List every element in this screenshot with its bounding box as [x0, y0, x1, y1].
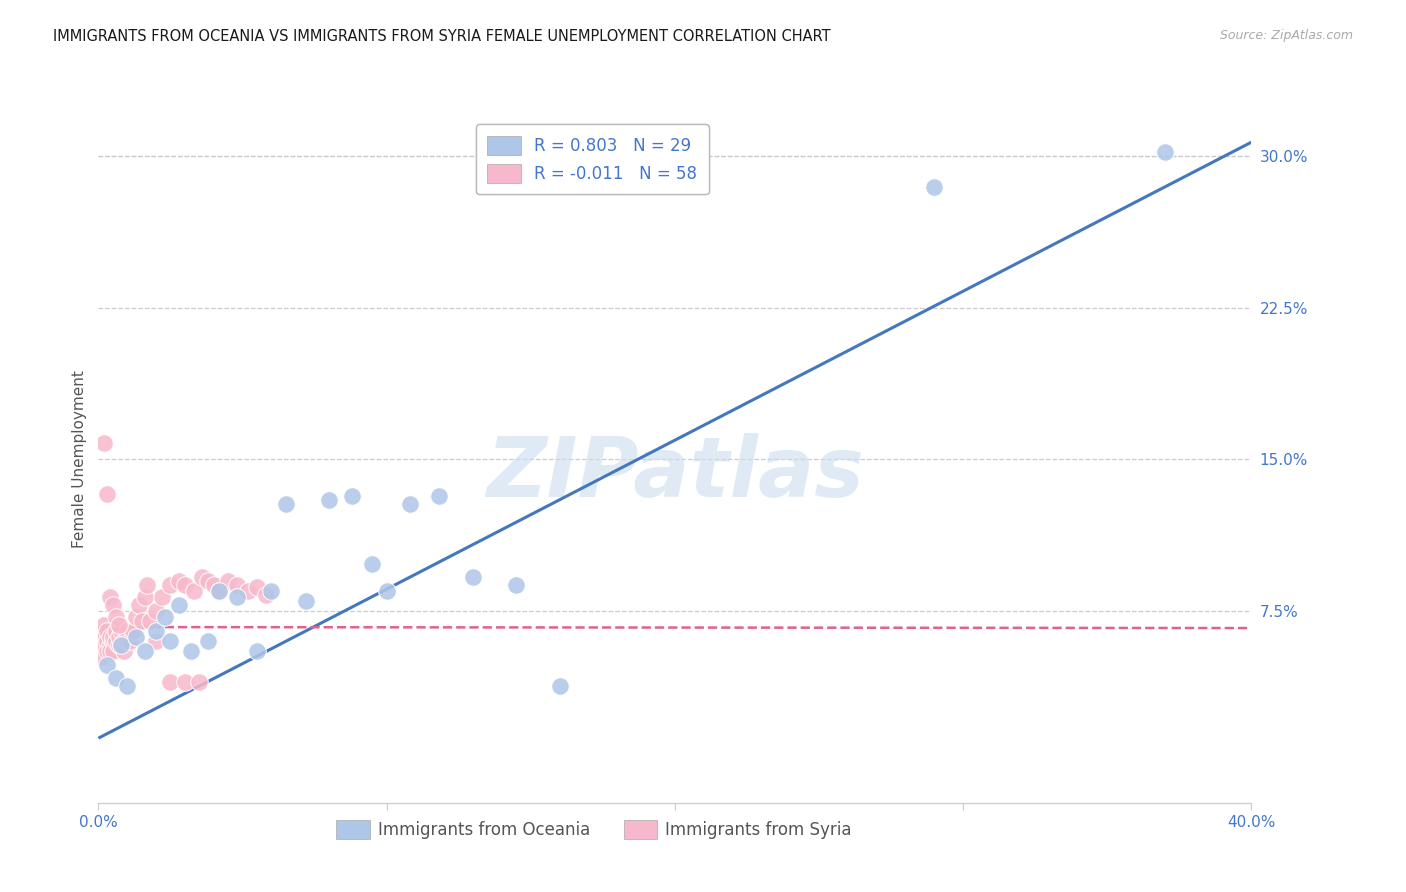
Point: [174, 674, 197, 689]
Point: [197, 574, 219, 588]
Point: [117, 634, 139, 648]
Point: [112, 634, 135, 648]
Point: [107, 630, 129, 644]
Point: [191, 569, 214, 583]
Point: [93, 638, 115, 652]
Point: [295, 594, 318, 608]
Point: [361, 558, 384, 572]
Point: [96, 624, 118, 639]
Point: [274, 497, 297, 511]
Y-axis label: Female Unemployment: Female Unemployment: [72, 370, 87, 549]
Point: [139, 614, 162, 628]
Point: [167, 574, 190, 588]
Point: [1154, 145, 1177, 160]
Point: [98, 590, 121, 604]
Point: [159, 634, 181, 648]
Point: [101, 598, 124, 612]
Point: [548, 679, 571, 693]
Point: [134, 590, 156, 604]
Point: [174, 577, 197, 591]
Point: [318, 492, 340, 507]
Point: [101, 644, 124, 658]
Point: [225, 577, 247, 591]
Point: [98, 644, 121, 658]
Point: [183, 583, 205, 598]
Point: [117, 679, 139, 693]
Point: [96, 658, 118, 673]
Point: [98, 630, 121, 644]
Point: [924, 179, 946, 194]
Point: [159, 577, 181, 591]
Point: [246, 580, 269, 594]
Point: [90, 630, 112, 644]
Point: [202, 577, 225, 591]
Point: [96, 634, 118, 648]
Point: [134, 644, 156, 658]
Point: [375, 583, 398, 598]
Point: [238, 583, 260, 598]
Point: [246, 644, 269, 658]
Point: [398, 497, 420, 511]
Point: [145, 634, 167, 648]
Point: [96, 487, 118, 501]
Point: [188, 674, 211, 689]
Point: [117, 624, 139, 639]
Point: [197, 634, 219, 648]
Point: [93, 630, 115, 644]
Point: [101, 634, 124, 648]
Point: [98, 638, 121, 652]
Point: [153, 610, 176, 624]
Point: [110, 638, 132, 652]
Point: [208, 583, 231, 598]
Point: [125, 610, 148, 624]
Point: [90, 638, 112, 652]
Point: [427, 489, 450, 503]
Point: [93, 436, 115, 450]
Point: [93, 618, 115, 632]
Point: [260, 583, 283, 598]
Point: [150, 590, 173, 604]
Point: [167, 598, 190, 612]
Text: Source: ZipAtlas.com: Source: ZipAtlas.com: [1219, 29, 1353, 42]
Point: [461, 569, 484, 583]
Point: [145, 604, 167, 618]
Point: [104, 634, 127, 648]
Point: [90, 650, 112, 665]
Point: [96, 644, 118, 658]
Point: [101, 630, 124, 644]
Point: [112, 644, 135, 658]
Point: [107, 638, 129, 652]
Point: [208, 583, 231, 598]
Point: [136, 577, 159, 591]
Point: [110, 624, 132, 639]
Point: [110, 638, 132, 652]
Point: [122, 624, 145, 639]
Point: [120, 634, 142, 648]
Point: [104, 610, 127, 624]
Point: [505, 577, 527, 591]
Point: [131, 614, 153, 628]
Point: [180, 644, 202, 658]
Point: [128, 598, 150, 612]
Point: [225, 590, 247, 604]
Point: [217, 574, 239, 588]
Point: [145, 624, 167, 639]
Point: [340, 489, 363, 503]
Point: [125, 630, 148, 644]
Text: IMMIGRANTS FROM OCEANIA VS IMMIGRANTS FROM SYRIA FEMALE UNEMPLOYMENT CORRELATION: IMMIGRANTS FROM OCEANIA VS IMMIGRANTS FR…: [53, 29, 831, 44]
Point: [104, 624, 127, 639]
Legend: Immigrants from Oceania, Immigrants from Syria: Immigrants from Oceania, Immigrants from…: [330, 814, 859, 846]
Point: [254, 588, 277, 602]
Point: [159, 674, 181, 689]
Point: [107, 618, 129, 632]
Point: [104, 671, 127, 685]
Text: ZIPatlas: ZIPatlas: [486, 433, 863, 514]
